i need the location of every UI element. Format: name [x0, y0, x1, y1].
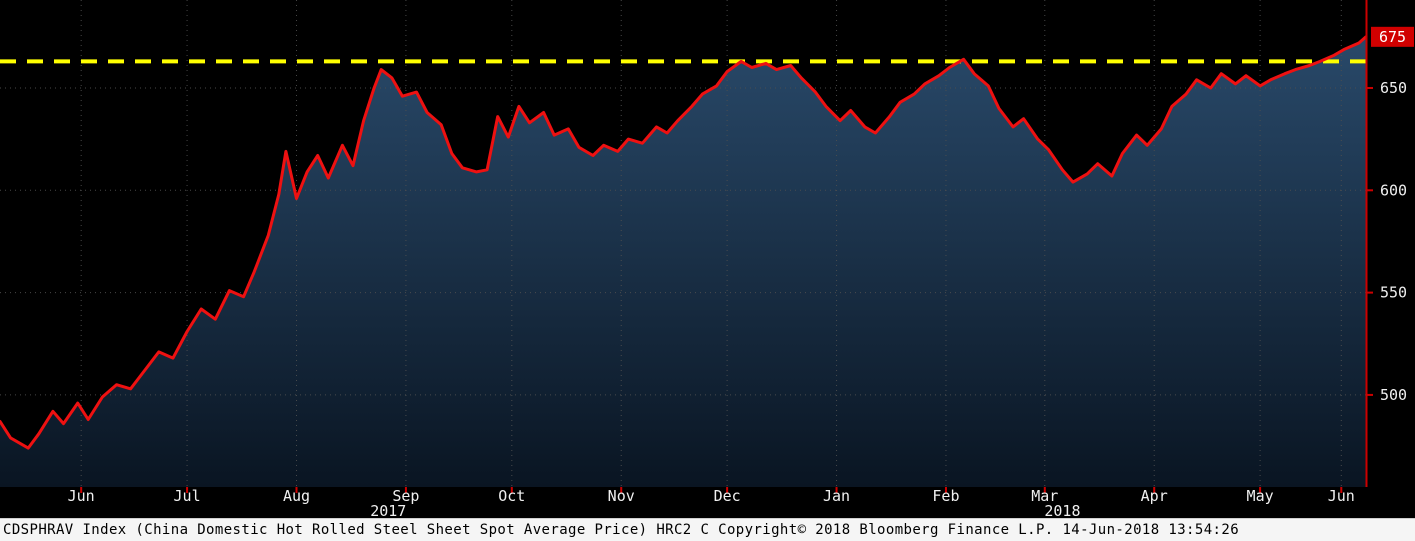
- last-price-marker: 675: [1371, 26, 1414, 47]
- y-tick-label: 650: [1380, 79, 1407, 97]
- y-axis-labels: 500 550 600 650: [1366, 79, 1407, 404]
- last-price-label: 675: [1379, 28, 1406, 46]
- last-price-box: [1371, 26, 1414, 47]
- month-label: Jun: [68, 487, 95, 505]
- month-label: Jul: [174, 487, 201, 505]
- month-label: Jan: [823, 487, 850, 505]
- y-tick-label: 500: [1380, 386, 1407, 404]
- month-label: Aug: [283, 487, 310, 505]
- chart-footer-bar: CDSPHRAV Index (China Domestic Hot Rolle…: [0, 518, 1415, 541]
- area-fill: [0, 36, 1366, 488]
- month-label: Oct: [498, 487, 525, 505]
- y-tick-label: 550: [1380, 284, 1407, 302]
- month-label: May: [1247, 487, 1274, 505]
- year-label: 2018: [1044, 502, 1080, 519]
- year-label: 2017: [370, 502, 406, 519]
- month-label: Feb: [932, 487, 959, 505]
- price-line: [0, 35, 1368, 450]
- month-label: Jun: [1328, 487, 1355, 505]
- month-label: Dec: [714, 487, 741, 505]
- vertical-gridlines: [80, 0, 1342, 487]
- x-axis-labels: Jun Jul Aug Sep Oct Nov Dec Jan Feb Mar Apr May Jun 2…: [68, 487, 1355, 519]
- month-label: Sep: [392, 487, 419, 505]
- y-tick-label: 600: [1380, 181, 1407, 199]
- month-label: Apr: [1141, 487, 1168, 505]
- month-label: Mar: [1031, 487, 1058, 505]
- footer-disclaimer-text: CDSPHRAV Index (China Domestic Hot Rolle…: [3, 522, 1240, 538]
- price-chart-canvas[interactable]: 500 550 600 650 675 Jun Jul Aug Sep Oct Nov Dec Jan F…: [0, 0, 1415, 519]
- month-label: Nov: [608, 487, 635, 505]
